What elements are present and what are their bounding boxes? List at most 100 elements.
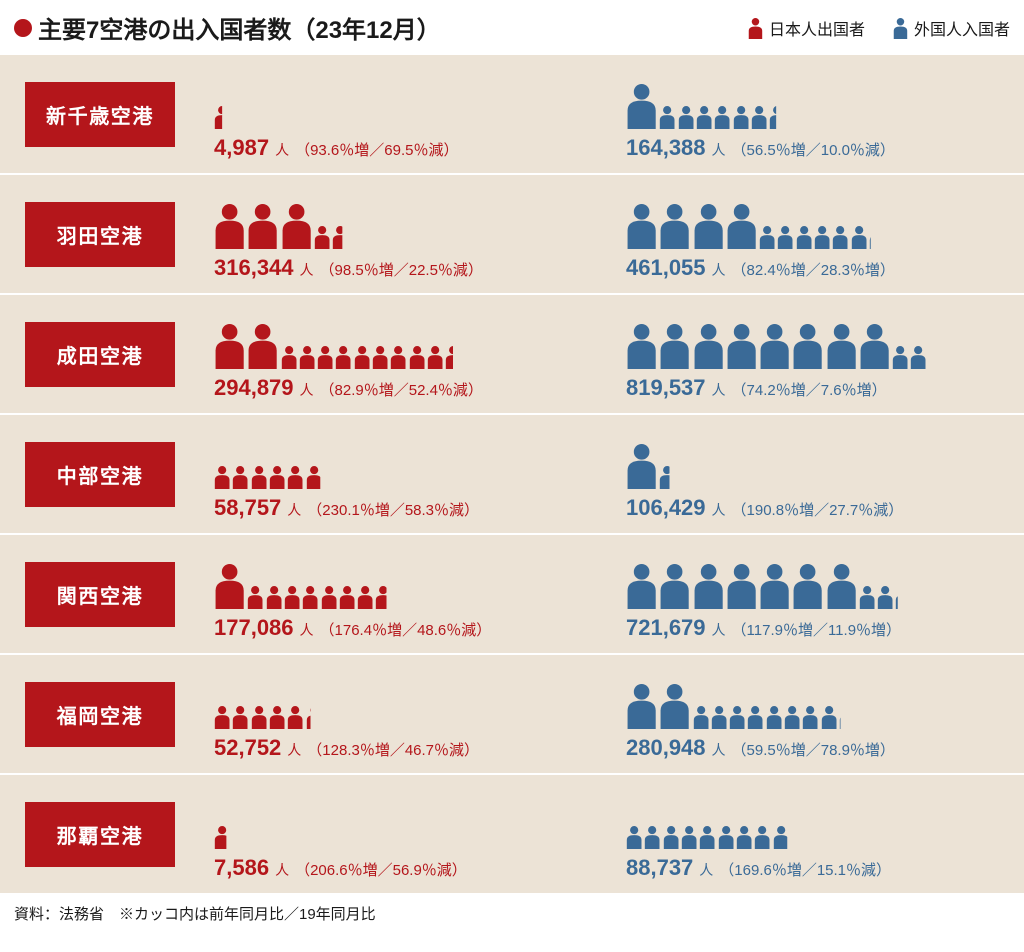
foreign-stat: 88,737 人 （169.6％増／15.1％減） xyxy=(626,855,1010,881)
jp-pct: （230.1％増／58.3％減） xyxy=(307,499,479,520)
jp-stat: 177,086人 （176.4％増／48.6％減） xyxy=(214,615,598,641)
airport-cell: 福岡空港 xyxy=(0,655,200,773)
airport-tag: 羽田空港 xyxy=(25,202,175,267)
foreign-cell: 106,429 人 （190.8％増／27.7％減） xyxy=(612,415,1024,533)
foreign-stat: 280,948 人 （59.5％増／78.9％増） xyxy=(626,735,1010,761)
foreign-cell: 721,679 人 （117.9％増／11.9％増） xyxy=(612,535,1024,653)
jp-cell: 4,987人 （93.6％増／69.5％減） xyxy=(200,55,612,173)
foreign-value: 164,388 xyxy=(626,135,706,161)
data-rows: 新千歳空港 4,987人 （93.6％増／69.5％減） xyxy=(0,53,1024,893)
foreign-cell: 280,948 人 （59.5％増／78.9％増） xyxy=(612,655,1024,773)
airport-name: 那覇空港 xyxy=(57,826,143,848)
jp-value: 294,879 xyxy=(214,375,294,401)
unit-label: 人 xyxy=(300,620,314,640)
jp-stat: 316,344 人 （98.5％増／22.5％減） xyxy=(214,255,598,281)
title-wrap: 主要7空港の出入国者数（23年12月） xyxy=(14,10,441,45)
foreign-pct: （56.5％増／10.0％減） xyxy=(732,139,895,160)
table-row: 中部空港 xyxy=(0,413,1024,533)
foreign-pct: （190.8％増／27.7％減） xyxy=(732,499,904,520)
airport-tag: 那覇空港 xyxy=(25,802,175,867)
foreign-value: 280,948 xyxy=(626,735,706,761)
airport-cell: 成田空港 xyxy=(0,295,200,413)
jp-pct: （93.6％増／69.5％減） xyxy=(295,139,458,160)
jp-stat: 294,879 人 （82.9％増／52.4％減） xyxy=(214,375,598,401)
unit-label: 人 xyxy=(712,140,726,160)
airport-cell: 那覇空港 xyxy=(0,775,200,893)
airport-tag: 成田空港 xyxy=(25,322,175,387)
jp-pictogram xyxy=(214,79,598,129)
foreign-pct: （169.6％増／15.1％減） xyxy=(719,859,891,880)
airport-cell: 新千歳空港 xyxy=(0,55,200,173)
foreign-value: 88,737 xyxy=(626,855,693,881)
airport-name: 中部空港 xyxy=(57,466,143,488)
foreign-stat: 819,537人 （74.2％増／7.6％増） xyxy=(626,375,1010,401)
airport-cell: 関西空港 xyxy=(0,535,200,653)
jp-pictogram xyxy=(214,199,598,249)
foreign-cell: 88,737 人 （169.6％増／15.1％減） xyxy=(612,775,1024,893)
foreign-pct: （82.4％増／28.3％増） xyxy=(732,259,895,280)
foreign-value: 819,537 xyxy=(626,375,706,401)
foreign-stat: 721,679 人 （117.9％増／11.9％増） xyxy=(626,615,1010,641)
unit-label: 人 xyxy=(300,260,314,280)
unit-label: 人 xyxy=(712,380,726,400)
table-row: 新千歳空港 4,987人 （93.6％増／69.5％減） xyxy=(0,53,1024,173)
airport-cell: 羽田空港 xyxy=(0,175,200,293)
jp-pct: （128.3％増／46.7％減） xyxy=(307,739,479,760)
airport-tag: 関西空港 xyxy=(25,562,175,627)
footnote: 資料：法務省 ※カッコ内は前年同月比／19年同月比 xyxy=(0,893,1024,938)
airport-name: 成田空港 xyxy=(57,346,143,368)
foreign-pct: （117.9％増／11.9％増） xyxy=(732,619,902,640)
jp-value: 4,987 xyxy=(214,135,269,161)
legend-label-foreign: 外国人入国者 xyxy=(914,16,1010,40)
airport-name: 新千歳空港 xyxy=(46,106,154,128)
person-icon xyxy=(893,17,908,39)
jp-pct: （98.5％増／22.5％減） xyxy=(320,259,483,280)
foreign-cell: 164,388 人 （56.5％増／10.0％減） xyxy=(612,55,1024,173)
jp-value: 316,344 xyxy=(214,255,294,281)
table-row: 関西空港 xyxy=(0,533,1024,653)
jp-pictogram xyxy=(214,319,598,369)
person-icon xyxy=(748,17,763,39)
jp-value: 52,752 xyxy=(214,735,281,761)
foreign-value: 461,055 xyxy=(626,255,706,281)
table-row: 福岡空港 xyxy=(0,653,1024,773)
unit-label: 人 xyxy=(712,740,726,760)
unit-label: 人 xyxy=(712,260,726,280)
unit-label: 人 xyxy=(699,860,713,880)
jp-pictogram xyxy=(214,799,598,849)
legend-label-jp: 日本人出国者 xyxy=(769,16,865,40)
foreign-pictogram xyxy=(626,679,1010,729)
jp-pct: （176.4％増／48.6％減） xyxy=(320,619,492,640)
foreign-stat: 106,429 人 （190.8％増／27.7％減） xyxy=(626,495,1010,521)
jp-cell: 177,086人 （176.4％増／48.6％減） xyxy=(200,535,612,653)
table-row: 成田空港 xyxy=(0,293,1024,413)
foreign-stat: 164,388 人 （56.5％増／10.0％減） xyxy=(626,135,1010,161)
foreign-cell: 819,537人 （74.2％増／7.6％増） xyxy=(612,295,1024,413)
legend-item-jp: 日本人出国者 xyxy=(748,16,865,40)
jp-cell: 294,879 人 （82.9％増／52.4％減） xyxy=(200,295,612,413)
table-row: 那覇空港 7,586人 （206.6％増／56.9％減） xyxy=(0,773,1024,893)
foreign-cell: 461,055 人 （82.4％増／28.3％増） xyxy=(612,175,1024,293)
unit-label: 人 xyxy=(300,380,314,400)
unit-label: 人 xyxy=(287,740,301,760)
foreign-pictogram xyxy=(626,439,1010,489)
foreign-value: 106,429 xyxy=(626,495,706,521)
jp-cell: 7,586人 （206.6％増／56.9％減） xyxy=(200,775,612,893)
jp-cell: 316,344 人 （98.5％増／22.5％減） xyxy=(200,175,612,293)
jp-value: 58,757 xyxy=(214,495,281,521)
jp-stat: 52,752 人 （128.3％増／46.7％減） xyxy=(214,735,598,761)
header: 主要7空港の出入国者数（23年12月） 日本人出国者 外国人入国者 xyxy=(0,0,1024,53)
infographic-container: 主要7空港の出入国者数（23年12月） 日本人出国者 外国人入国者 xyxy=(0,0,1024,938)
foreign-pct: （59.5％増／78.9％増） xyxy=(732,739,895,760)
unit-label: 人 xyxy=(712,620,726,640)
foreign-pictogram xyxy=(626,319,1010,369)
jp-pictogram xyxy=(214,559,598,609)
jp-pct: （82.9％増／52.4％減） xyxy=(320,379,483,400)
jp-pct: （206.6％増／56.9％減） xyxy=(295,859,467,880)
jp-cell: 58,757人 （230.1％増／58.3％減） xyxy=(200,415,612,533)
unit-label: 人 xyxy=(712,500,726,520)
airport-tag: 福岡空港 xyxy=(25,682,175,747)
foreign-pictogram xyxy=(626,799,1010,849)
foreign-value: 721,679 xyxy=(626,615,706,641)
airport-cell: 中部空港 xyxy=(0,415,200,533)
